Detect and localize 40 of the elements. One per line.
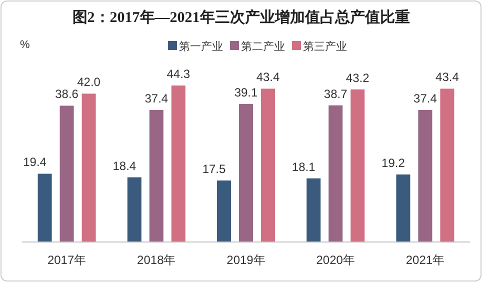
- data-label: 39.1: [234, 85, 258, 100]
- bar: [238, 102, 254, 242]
- data-label: 38.7: [324, 86, 348, 101]
- bar: [328, 104, 344, 242]
- bar: [395, 173, 412, 242]
- legend-label: 第三产业: [303, 40, 347, 53]
- bar: [126, 176, 142, 242]
- data-label: 43.2: [346, 70, 370, 85]
- bar: [306, 177, 322, 242]
- data-label: 17.5: [202, 162, 226, 176]
- data-label: 38.6: [55, 87, 79, 102]
- data-label: 43.4: [436, 70, 460, 84]
- x-tick-label: 2017年: [47, 253, 86, 267]
- bar: [439, 88, 456, 242]
- data-label: 18.1: [292, 160, 316, 174]
- data-label: 19.2: [382, 156, 406, 170]
- bar: [80, 92, 97, 242]
- chart-title: 图2：2017年—2021年三次产业增加值占总产值比重: [72, 9, 410, 26]
- bar: [350, 88, 366, 242]
- bar: [148, 108, 164, 242]
- x-tick-label: 2018年: [137, 253, 176, 267]
- bar: [417, 108, 434, 242]
- data-label: 44.3: [166, 67, 190, 81]
- data-label: 43.4: [256, 70, 280, 84]
- bar: [58, 104, 75, 242]
- data-label: 19.4: [23, 155, 47, 170]
- data-label: 42.0: [77, 75, 101, 90]
- data-label: 18.4: [112, 158, 136, 173]
- x-tick-label: 2019年: [226, 253, 266, 267]
- legend-label: 第二产业: [241, 40, 285, 53]
- bar: [36, 172, 53, 242]
- bar: [170, 84, 186, 242]
- y-axis-title: %: [20, 39, 30, 51]
- bar: [260, 88, 276, 242]
- data-label: 37.4: [414, 91, 438, 106]
- x-tick-label: 2020年: [316, 253, 355, 267]
- legend-label: 第一产业: [179, 40, 223, 53]
- data-label: 37.4: [144, 91, 168, 106]
- x-tick-label: 2021年: [406, 253, 445, 267]
- bar: [216, 179, 232, 242]
